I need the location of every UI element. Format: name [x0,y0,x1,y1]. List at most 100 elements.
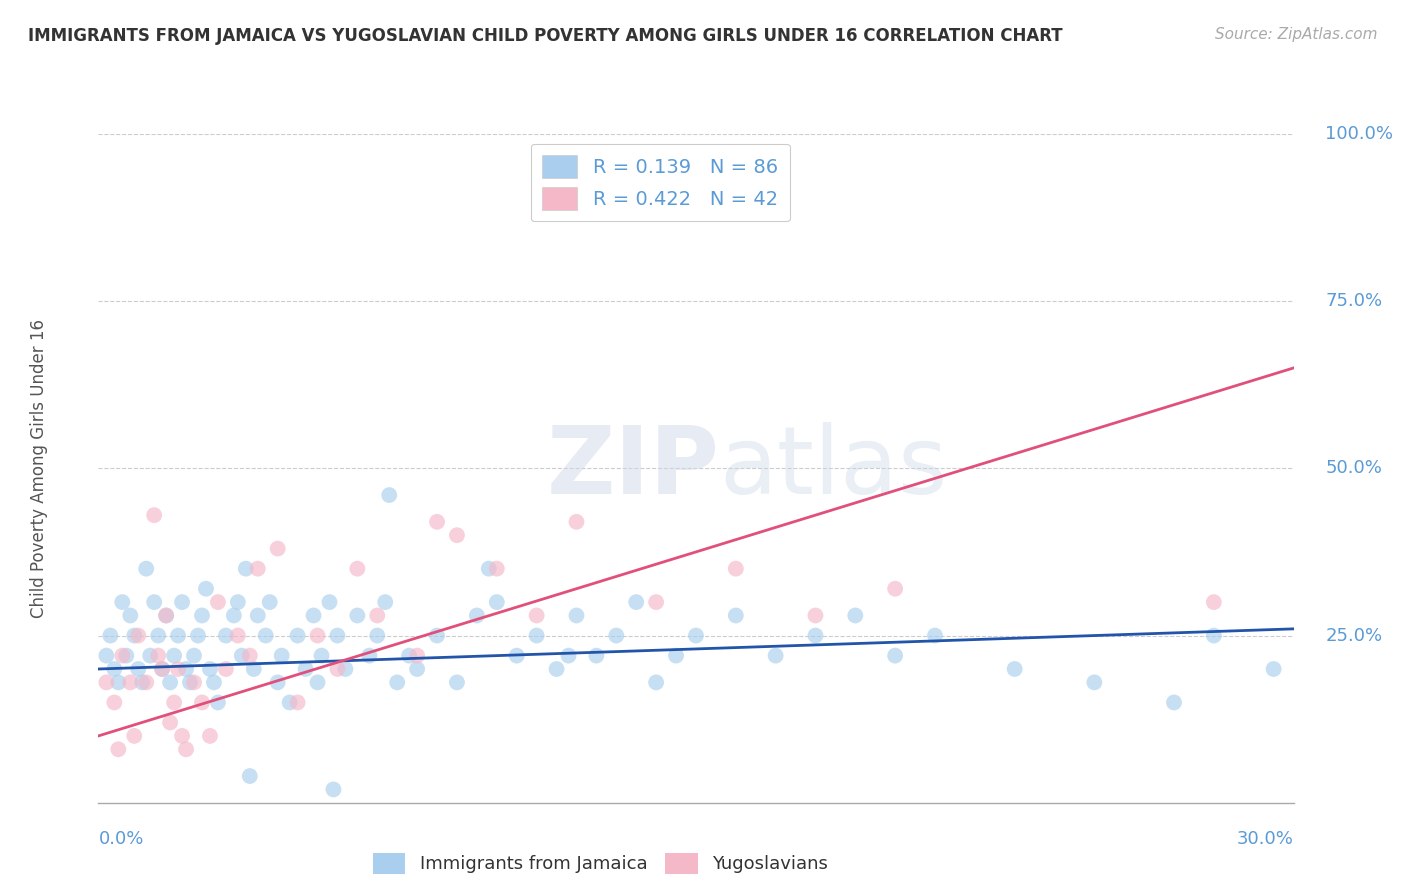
Point [103,662,125,676]
Text: 50.0%: 50.0% [1326,459,1382,477]
Point [506,648,529,663]
Point [605,628,627,642]
Point [191,608,214,623]
Point [131,675,153,690]
Point [107,675,129,690]
Point [302,608,325,623]
Point [270,648,292,663]
Point [246,608,269,623]
Point [267,541,290,556]
Point [1263,662,1285,676]
Point [198,662,221,676]
Point [235,562,257,576]
Point [111,648,134,663]
Point [366,628,388,642]
Point [278,696,301,710]
Point [127,662,149,676]
Text: 0.0%: 0.0% [98,830,143,847]
Point [96,648,118,663]
Point [163,648,186,663]
Point [765,648,787,663]
Point [187,628,209,642]
Point [485,595,508,609]
Point [239,769,262,783]
Point [366,608,388,623]
Point [585,648,607,663]
Point [207,696,229,710]
Point [226,595,249,609]
Point [246,562,269,576]
Point [127,628,149,642]
Point [179,675,201,690]
Point [287,696,309,710]
Point [120,608,142,623]
Point [155,608,177,623]
Point [1083,675,1105,690]
Point [198,729,221,743]
Point [311,648,333,663]
Text: 30.0%: 30.0% [1237,830,1294,847]
Point [804,608,827,623]
Point [724,562,747,576]
Point [115,648,138,663]
Point [665,648,688,663]
Point [239,648,262,663]
Point [183,675,205,690]
Text: 25.0%: 25.0% [1326,626,1382,645]
Point [1163,696,1185,710]
Point [226,628,249,642]
Point [150,662,173,676]
Point [159,715,181,730]
Point [172,595,194,609]
Point [222,608,245,623]
Point [318,595,340,609]
Point [385,675,409,690]
Point [167,628,190,642]
Text: Child Poverty Among Girls Under 16: Child Poverty Among Girls Under 16 [30,318,48,618]
Point [135,675,157,690]
Point [143,595,166,609]
Point [174,742,197,756]
Text: atlas: atlas [720,422,948,515]
Point [267,675,290,690]
Point [378,488,401,502]
Point [124,729,146,743]
Point [804,628,827,642]
Point [685,628,707,642]
Point [135,562,157,576]
Text: Source: ZipAtlas.com: Source: ZipAtlas.com [1215,27,1378,42]
Point [243,662,266,676]
Point [143,508,166,523]
Point [465,608,488,623]
Point [924,628,946,642]
Point [724,608,747,623]
Point [406,662,429,676]
Point [446,675,468,690]
Point [1004,662,1026,676]
Point [139,648,162,663]
Point [485,562,508,576]
Point [294,662,316,676]
Point [172,729,194,743]
Point [844,608,866,623]
Point [202,675,225,690]
Point [159,675,181,690]
Point [155,608,177,623]
Point [546,662,568,676]
Point [346,562,368,576]
Point [326,662,349,676]
Point [307,628,329,642]
Point [96,675,118,690]
Point [120,675,142,690]
Point [254,628,277,642]
Point [346,608,368,623]
Text: 75.0%: 75.0% [1326,292,1382,310]
Point [174,662,197,676]
Point [163,696,186,710]
Point [124,628,146,642]
Point [426,628,449,642]
Point [207,595,229,609]
Point [565,515,588,529]
Point [326,628,349,642]
Text: 100.0%: 100.0% [1326,125,1393,143]
